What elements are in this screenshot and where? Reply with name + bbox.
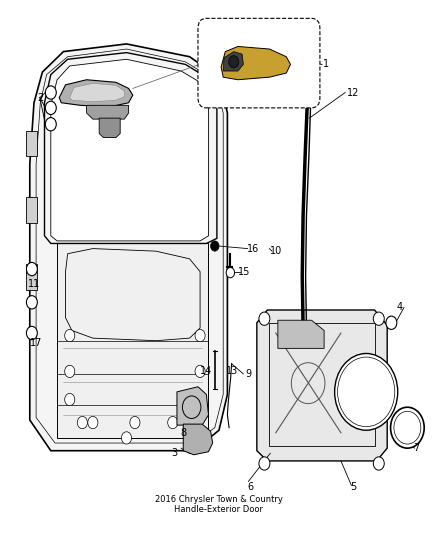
Circle shape [211,241,219,251]
Circle shape [26,262,37,276]
Text: 13: 13 [226,366,238,376]
Polygon shape [70,83,124,102]
Circle shape [65,393,75,406]
Polygon shape [87,106,129,119]
Circle shape [195,329,205,342]
Text: 2: 2 [37,93,43,103]
Circle shape [46,86,56,99]
Text: 8: 8 [180,428,186,438]
Circle shape [168,416,178,429]
Polygon shape [51,59,208,241]
Text: 9: 9 [245,369,251,379]
Circle shape [259,457,270,470]
Text: 11: 11 [28,279,40,289]
Text: 5: 5 [350,481,357,491]
Polygon shape [59,80,133,107]
Text: 17: 17 [30,338,42,348]
Polygon shape [257,310,387,461]
Polygon shape [57,244,208,438]
Polygon shape [99,118,120,138]
Circle shape [391,407,424,448]
Text: 2016 Chrysler Town & Country: 2016 Chrysler Town & Country [155,495,283,504]
Circle shape [121,432,131,444]
Text: 14: 14 [200,366,212,376]
Polygon shape [177,387,208,425]
Text: 10: 10 [270,246,282,256]
Circle shape [46,101,56,115]
Text: Handle-Exterior Door: Handle-Exterior Door [174,505,264,514]
Circle shape [130,416,140,429]
Polygon shape [25,131,37,157]
Circle shape [26,296,37,309]
Circle shape [77,416,88,429]
Circle shape [65,329,75,342]
Circle shape [229,55,239,68]
Polygon shape [25,264,37,289]
Text: 4: 4 [397,302,403,312]
Text: 3: 3 [172,448,178,458]
Circle shape [46,118,56,131]
Text: 15: 15 [238,266,251,277]
Polygon shape [25,197,37,223]
Circle shape [65,365,75,377]
Polygon shape [278,320,324,349]
Circle shape [26,326,37,340]
Circle shape [88,416,98,429]
FancyBboxPatch shape [198,18,320,108]
Polygon shape [221,46,290,80]
Circle shape [195,365,205,377]
Polygon shape [30,44,227,451]
Text: 16: 16 [247,244,259,254]
Polygon shape [183,424,213,455]
Circle shape [335,353,398,430]
Circle shape [226,268,235,278]
Text: 7: 7 [413,443,420,453]
Text: 12: 12 [347,87,360,98]
Text: 1: 1 [323,59,329,69]
Text: 6: 6 [247,481,254,491]
Circle shape [259,312,270,325]
Circle shape [386,316,397,329]
Circle shape [373,312,384,325]
Polygon shape [223,52,244,71]
Circle shape [373,457,384,470]
